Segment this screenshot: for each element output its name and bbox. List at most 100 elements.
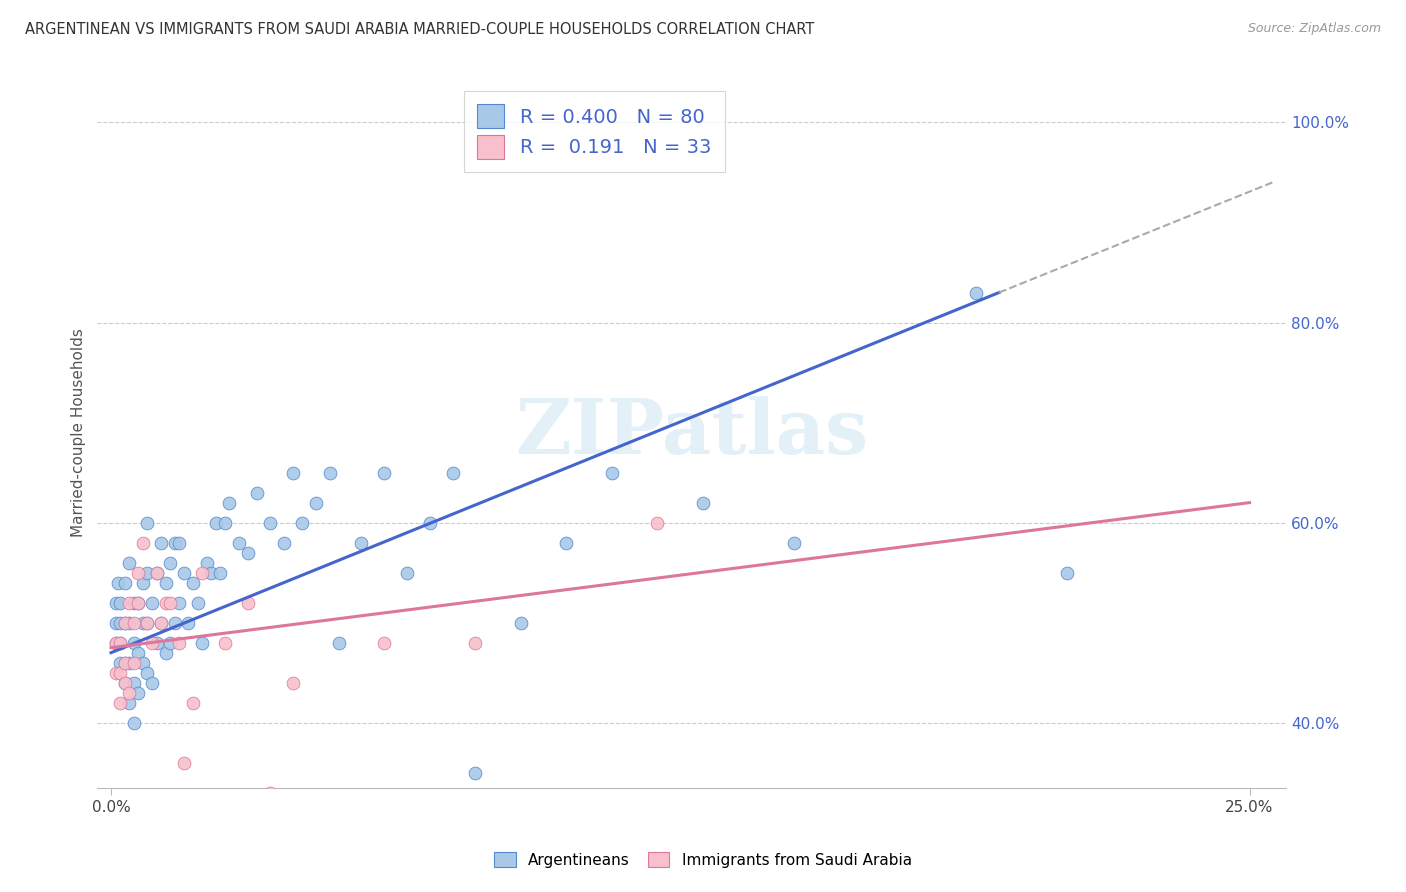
Point bbox=[122, 675, 145, 690]
Point bbox=[173, 566, 195, 580]
Point bbox=[107, 575, 129, 590]
Point bbox=[318, 466, 340, 480]
Point bbox=[132, 535, 155, 549]
Point bbox=[141, 636, 163, 650]
Point bbox=[214, 636, 236, 650]
Point bbox=[145, 636, 167, 650]
Point bbox=[283, 675, 305, 690]
Text: Source: ZipAtlas.com: Source: ZipAtlas.com bbox=[1247, 22, 1381, 36]
Point bbox=[136, 516, 159, 530]
Point bbox=[395, 566, 418, 580]
Point bbox=[181, 575, 204, 590]
Point bbox=[305, 495, 328, 509]
Point bbox=[246, 485, 269, 500]
Point bbox=[441, 466, 464, 480]
Point bbox=[159, 556, 181, 570]
Point bbox=[373, 636, 395, 650]
Point bbox=[118, 696, 141, 710]
Point bbox=[169, 596, 191, 610]
Point bbox=[200, 566, 222, 580]
Point bbox=[259, 516, 281, 530]
Legend: Argentineans, Immigrants from Saudi Arabia: Argentineans, Immigrants from Saudi Arab… bbox=[488, 846, 918, 873]
Point bbox=[163, 615, 186, 630]
Point bbox=[114, 615, 136, 630]
Point bbox=[118, 556, 141, 570]
Point bbox=[118, 596, 141, 610]
Point bbox=[104, 636, 127, 650]
Point bbox=[273, 535, 295, 549]
Text: ZIPatlas: ZIPatlas bbox=[515, 395, 869, 469]
Point bbox=[122, 636, 145, 650]
Point bbox=[136, 615, 159, 630]
Point bbox=[136, 665, 159, 680]
Point bbox=[373, 466, 395, 480]
Point bbox=[555, 535, 578, 549]
Point bbox=[155, 596, 177, 610]
Point bbox=[173, 756, 195, 770]
Point bbox=[132, 575, 155, 590]
Point bbox=[600, 466, 623, 480]
Point bbox=[155, 575, 177, 590]
Point bbox=[136, 566, 159, 580]
Point bbox=[169, 636, 191, 650]
Point bbox=[114, 615, 136, 630]
Point bbox=[177, 615, 200, 630]
Point bbox=[118, 615, 141, 630]
Point bbox=[141, 675, 163, 690]
Point bbox=[214, 516, 236, 530]
Point bbox=[259, 786, 281, 800]
Point bbox=[114, 656, 136, 670]
Point bbox=[108, 615, 131, 630]
Point bbox=[204, 516, 226, 530]
Point bbox=[150, 615, 173, 630]
Point bbox=[169, 535, 191, 549]
Point bbox=[181, 696, 204, 710]
Point bbox=[195, 556, 218, 570]
Point bbox=[127, 646, 149, 660]
Point bbox=[218, 495, 240, 509]
Point bbox=[692, 495, 714, 509]
Point bbox=[163, 535, 186, 549]
Point bbox=[122, 596, 145, 610]
Point bbox=[132, 615, 155, 630]
Point bbox=[104, 615, 127, 630]
Point bbox=[464, 636, 486, 650]
Point bbox=[191, 566, 214, 580]
Point bbox=[783, 535, 806, 549]
Point bbox=[236, 546, 259, 560]
Point bbox=[191, 636, 214, 650]
Point bbox=[104, 665, 127, 680]
Point bbox=[464, 765, 486, 780]
Point bbox=[122, 615, 145, 630]
Point bbox=[108, 636, 131, 650]
Point bbox=[108, 665, 131, 680]
Point bbox=[108, 596, 131, 610]
Point bbox=[228, 535, 250, 549]
Point bbox=[209, 566, 232, 580]
Point bbox=[150, 535, 173, 549]
Legend: R = 0.400   N = 80, R =  0.191   N = 33: R = 0.400 N = 80, R = 0.191 N = 33 bbox=[464, 91, 725, 172]
Point bbox=[114, 656, 136, 670]
Point bbox=[647, 516, 669, 530]
Point bbox=[127, 566, 149, 580]
Point bbox=[136, 615, 159, 630]
Point bbox=[118, 686, 141, 700]
Point bbox=[108, 656, 131, 670]
Point bbox=[283, 466, 305, 480]
Point bbox=[118, 656, 141, 670]
Point bbox=[132, 656, 155, 670]
Point bbox=[145, 566, 167, 580]
Point bbox=[108, 636, 131, 650]
Point bbox=[236, 596, 259, 610]
Point bbox=[141, 596, 163, 610]
Point bbox=[127, 596, 149, 610]
Point bbox=[108, 696, 131, 710]
Point bbox=[127, 596, 149, 610]
Point bbox=[350, 535, 373, 549]
Point bbox=[127, 686, 149, 700]
Text: ARGENTINEAN VS IMMIGRANTS FROM SAUDI ARABIA MARRIED-COUPLE HOUSEHOLDS CORRELATIO: ARGENTINEAN VS IMMIGRANTS FROM SAUDI ARA… bbox=[25, 22, 814, 37]
Point bbox=[159, 596, 181, 610]
Point bbox=[104, 596, 127, 610]
Point bbox=[419, 516, 441, 530]
Y-axis label: Married-couple Households: Married-couple Households bbox=[72, 328, 86, 537]
